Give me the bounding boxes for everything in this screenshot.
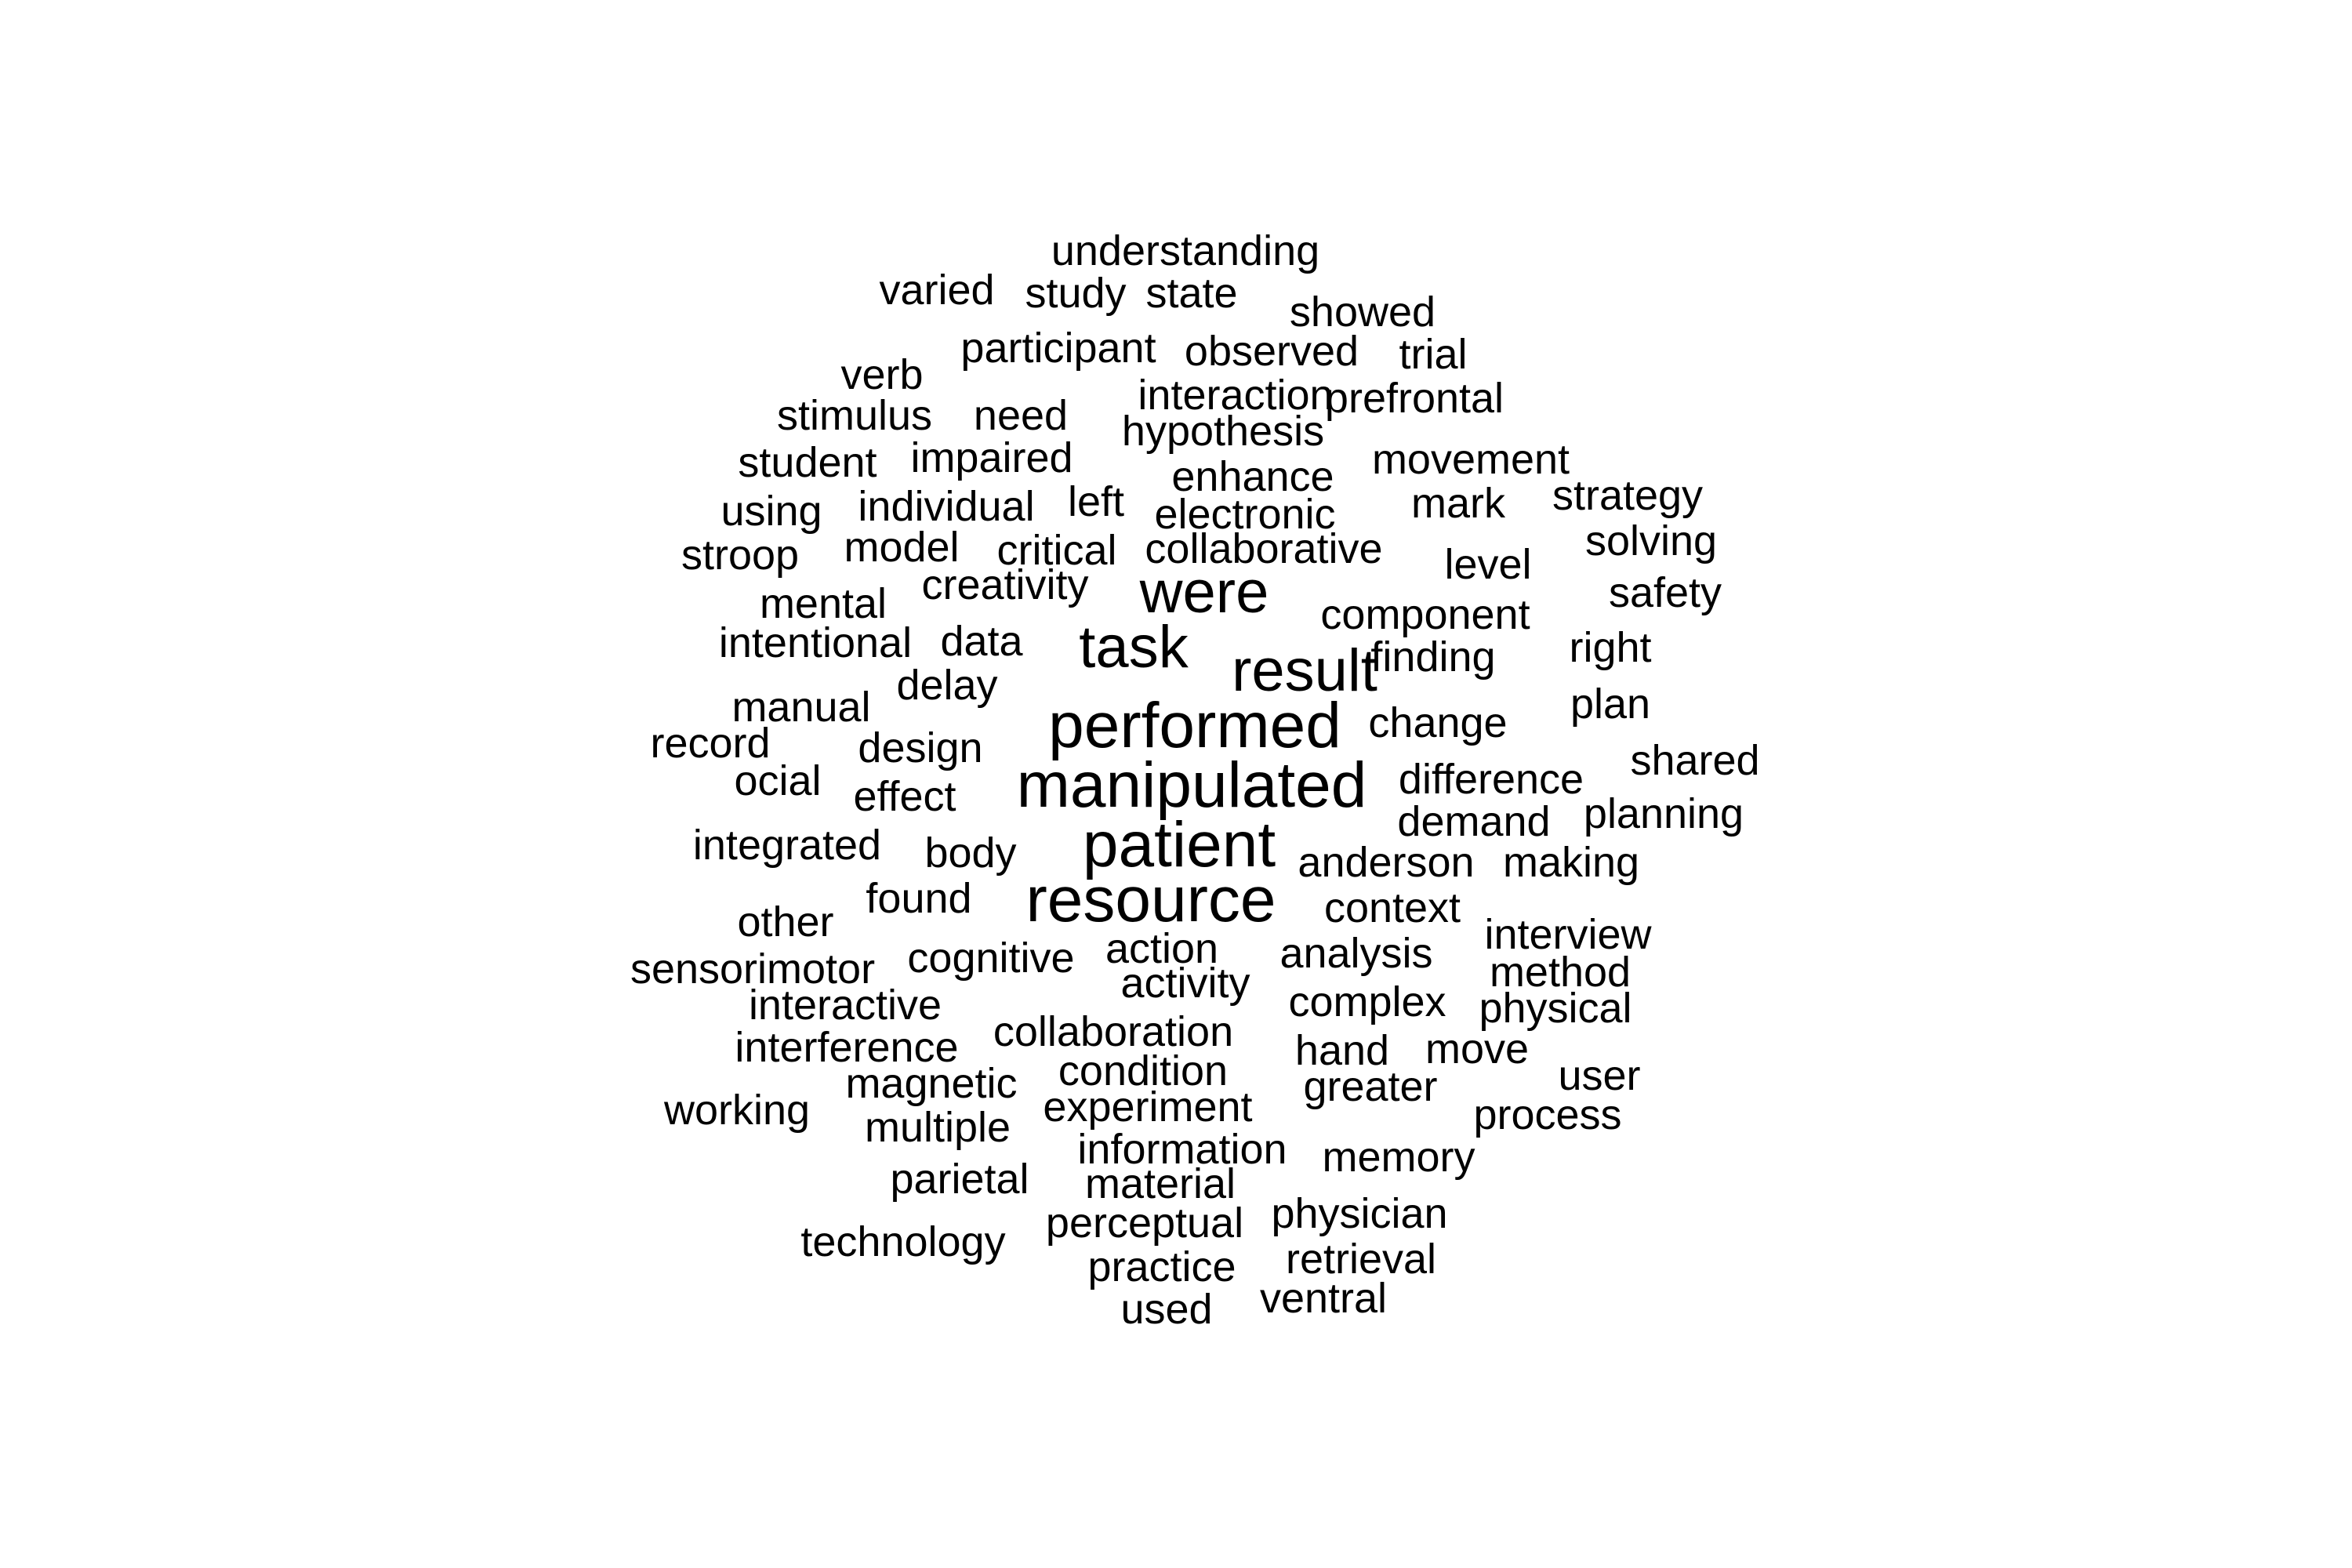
word-solving: solving xyxy=(1584,517,1718,564)
word-individual: individual xyxy=(858,483,1035,530)
word-record: record xyxy=(650,720,771,767)
word-were: were xyxy=(1139,559,1269,626)
word-movement: movement xyxy=(1371,436,1570,483)
word-greater: greater xyxy=(1303,1063,1438,1110)
word-cognitive: cognitive xyxy=(907,935,1075,982)
word-retrieval: retrieval xyxy=(1285,1236,1437,1283)
word-body: body xyxy=(924,829,1017,877)
word-move: move xyxy=(1425,1025,1530,1073)
word-interference: interference xyxy=(735,1024,959,1071)
word-interview: interview xyxy=(1484,911,1652,958)
word-experiment: experiment xyxy=(1043,1083,1253,1131)
word-action: action xyxy=(1105,925,1219,972)
word-varied: varied xyxy=(879,267,995,314)
word-ventral: ventral xyxy=(1259,1275,1388,1322)
word-hand: hand xyxy=(1294,1027,1390,1074)
word-right: right xyxy=(1569,624,1652,671)
word-prefrontal: prefrontal xyxy=(1324,375,1504,422)
word-memory: memory xyxy=(1322,1134,1475,1181)
word-mental: mental xyxy=(759,580,887,627)
word-technology: technology xyxy=(800,1218,1006,1265)
word-creativity: creativity xyxy=(921,561,1089,608)
word-trial: trial xyxy=(1399,331,1468,378)
word-plan: plan xyxy=(1570,681,1651,728)
word-finding: finding xyxy=(1370,633,1496,681)
word-context: context xyxy=(1323,884,1461,931)
word-understanding: understanding xyxy=(1051,227,1320,274)
word-study: study xyxy=(1025,270,1127,317)
word-used: used xyxy=(1120,1286,1213,1333)
word-manual: manual xyxy=(731,684,871,731)
word-user: user xyxy=(1558,1052,1641,1099)
word-observed: observed xyxy=(1184,328,1359,375)
word-anderson: anderson xyxy=(1298,839,1475,886)
word-performed: performed xyxy=(1048,690,1341,761)
word-change: change xyxy=(1368,699,1508,746)
word-complex: complex xyxy=(1288,978,1446,1025)
word-method: method xyxy=(1489,949,1632,996)
word-parietal: parietal xyxy=(890,1156,1029,1203)
word-state: state xyxy=(1145,270,1238,317)
word-making: making xyxy=(1502,839,1640,886)
word-magnetic: magnetic xyxy=(845,1060,1018,1107)
word-showed: showed xyxy=(1289,289,1436,336)
word-interaction: interaction xyxy=(1138,372,1334,419)
word-result: result xyxy=(1232,637,1377,704)
word-physician: physician xyxy=(1271,1190,1448,1237)
word-analysis: analysis xyxy=(1279,930,1433,977)
word-critical: critical xyxy=(996,527,1117,574)
word-enhance: enhance xyxy=(1171,453,1334,500)
word-data: data xyxy=(940,618,1023,665)
word-practice: practice xyxy=(1087,1243,1236,1290)
word-impaired: impaired xyxy=(910,434,1073,481)
word-shared: shared xyxy=(1630,737,1760,784)
word-left: left xyxy=(1067,478,1125,525)
word-level: level xyxy=(1444,541,1532,588)
word-demand: demand xyxy=(1397,798,1551,845)
word-sensorimotor: sensorimotor xyxy=(630,946,876,993)
word-ocial: ocial xyxy=(734,757,822,804)
word-other: other xyxy=(737,898,834,946)
word-design: design xyxy=(858,724,983,771)
word-student: student xyxy=(738,439,877,486)
word-integrated: integrated xyxy=(692,822,882,869)
word-interactive: interactive xyxy=(748,982,942,1029)
word-participant: participant xyxy=(960,325,1156,372)
word-perceptual: perceptual xyxy=(1045,1200,1244,1247)
word-condition: condition xyxy=(1058,1047,1229,1094)
word-intentional: intentional xyxy=(718,619,913,666)
word-planning: planning xyxy=(1583,790,1744,837)
word-hypothesis: hypothesis xyxy=(1121,408,1325,455)
word-information: information xyxy=(1077,1126,1287,1173)
word-collaborative: collaborative xyxy=(1145,525,1383,572)
word-working: working xyxy=(663,1087,811,1134)
word-difference: difference xyxy=(1398,756,1584,803)
word-electronic: electronic xyxy=(1154,491,1336,538)
word-verb: verb xyxy=(840,351,924,398)
word-stroop: stroop xyxy=(681,532,800,579)
word-multiple: multiple xyxy=(864,1104,1011,1151)
word-physical: physical xyxy=(1479,985,1632,1032)
word-stimulus: stimulus xyxy=(776,392,933,439)
word-mark: mark xyxy=(1411,480,1505,527)
word-resource: resource xyxy=(1025,864,1276,935)
word-process: process xyxy=(1473,1091,1622,1138)
word-found: found xyxy=(866,875,972,922)
word-activity: activity xyxy=(1120,960,1250,1007)
word-manipulated: manipulated xyxy=(1016,750,1367,821)
word-effect: effect xyxy=(853,773,956,820)
word-strategy: strategy xyxy=(1552,472,1704,519)
word-component: component xyxy=(1320,591,1530,638)
word-patient: patient xyxy=(1082,809,1276,880)
word-using: using xyxy=(720,488,822,535)
word-need: need xyxy=(973,392,1069,439)
word-material: material xyxy=(1084,1160,1236,1207)
word-collaboration: collaboration xyxy=(993,1008,1234,1055)
word-task: task xyxy=(1079,614,1189,681)
word-safety: safety xyxy=(1608,569,1722,616)
word-delay: delay xyxy=(896,662,998,709)
word-model: model xyxy=(844,524,960,571)
